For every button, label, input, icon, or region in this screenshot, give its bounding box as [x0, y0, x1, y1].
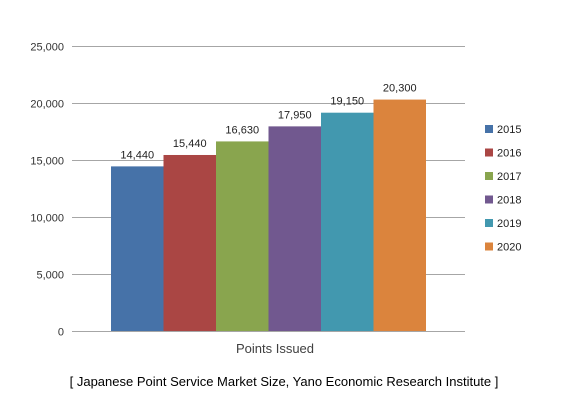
y-tick-label: 5,000 — [36, 270, 64, 282]
legend-swatch-2016 — [485, 148, 493, 157]
data-label-2019: 19,150 — [330, 96, 364, 108]
data-labels: 14,440 15,440 16,630 17,950 19,150 20,300 — [120, 83, 416, 162]
legend-swatch-2015 — [485, 125, 493, 133]
bar-2020 — [373, 99, 426, 331]
legend-label-2019: 2019 — [497, 218, 521, 230]
legend-swatch-2017 — [485, 172, 493, 180]
x-category-label: Points Issued — [236, 341, 314, 356]
y-tick-label: 10,000 — [30, 213, 64, 225]
bars — [111, 99, 426, 332]
legend-swatch-2020 — [485, 242, 493, 251]
legend-label-2017: 2017 — [497, 171, 521, 183]
legend-label-2015: 2015 — [497, 124, 521, 136]
bar-2019 — [321, 112, 374, 331]
y-tick-label: 0 — [58, 327, 64, 339]
data-label-2020: 20,300 — [383, 83, 417, 95]
bar-2016 — [163, 154, 216, 331]
bar-2017 — [216, 141, 269, 331]
bar-2015 — [111, 166, 164, 331]
data-label-2015: 14,440 — [120, 149, 154, 161]
legend-label-2020: 2020 — [497, 242, 521, 254]
y-axis-tick-labels: 0 5,000 10,000 15,000 20,000 25,000 — [30, 42, 64, 339]
legend-swatch-2019 — [485, 219, 493, 227]
legend-swatch-2018 — [485, 195, 493, 204]
bar-2018 — [268, 126, 321, 332]
data-label-2017: 16,630 — [225, 124, 259, 136]
data-label-2016: 15,440 — [173, 138, 207, 150]
legend-label-2018: 2018 — [497, 195, 521, 207]
legend-label-2016: 2016 — [497, 148, 521, 160]
y-tick-label: 25,000 — [30, 42, 64, 54]
data-label-2018: 17,950 — [278, 109, 312, 121]
chart-caption: [ Japanese Point Service Market Size, Ya… — [70, 374, 499, 389]
y-tick-label: 15,000 — [30, 156, 64, 168]
y-tick-label: 20,000 — [30, 99, 64, 111]
legend: 2015 2016 2017 2018 2019 2020 — [485, 124, 521, 254]
